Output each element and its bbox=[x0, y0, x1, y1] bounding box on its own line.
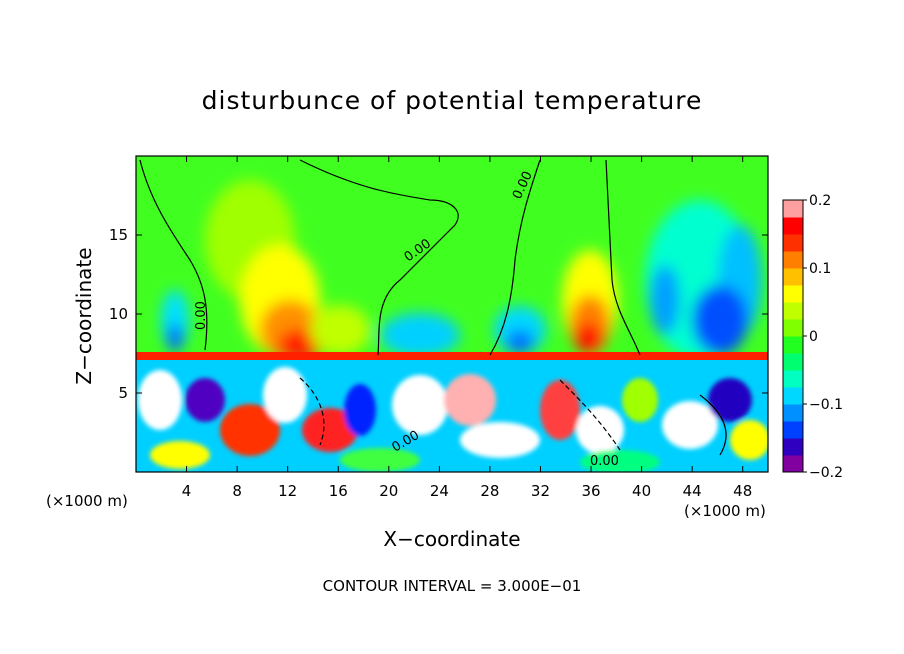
contour-lines bbox=[139, 159, 727, 456]
colorbar-tick-label: −0.2 bbox=[809, 465, 843, 481]
heatmap-field bbox=[136, 156, 768, 472]
colorbar-swatch bbox=[783, 234, 803, 252]
y-axis: 5 10 15 bbox=[109, 226, 768, 402]
contour-interval-note: CONTOUR INTERVAL = 3.000E−01 bbox=[322, 577, 582, 595]
x-tick-label: 20 bbox=[379, 482, 398, 500]
colorbar-swatch bbox=[783, 353, 803, 371]
colorbar-swatch bbox=[783, 319, 803, 337]
colorbar-swatch bbox=[783, 336, 803, 354]
colorbar-swatch bbox=[783, 421, 803, 439]
x-axis-label: X−coordinate bbox=[383, 527, 521, 551]
x-tick-label: 16 bbox=[329, 482, 348, 500]
colorbar-swatch bbox=[783, 455, 803, 473]
x-tick-label: 40 bbox=[632, 482, 651, 500]
x-tick-label: 48 bbox=[733, 482, 752, 500]
colorbar-tick-label: −0.1 bbox=[809, 397, 843, 413]
lower-turbulence bbox=[138, 367, 768, 472]
upper-plumes bbox=[161, 180, 762, 361]
colorbar-tick-label: 0 bbox=[809, 329, 818, 345]
y-tick-label: 10 bbox=[109, 305, 128, 323]
x-unit-label-left: (×1000 m) bbox=[46, 492, 128, 510]
colorbar: 0.2 0.1 0 −0.1 −0.2 bbox=[782, 193, 843, 481]
contour-label: 0.00 bbox=[590, 454, 619, 469]
colorbar-swatch bbox=[783, 200, 803, 218]
x-tick-label: 36 bbox=[581, 482, 600, 500]
x-tick-label: 24 bbox=[430, 482, 449, 500]
x-tick-label: 12 bbox=[278, 482, 297, 500]
colorbar-swatch bbox=[783, 251, 803, 269]
x-tick-label: 32 bbox=[531, 482, 550, 500]
colorbar-swatch bbox=[783, 302, 803, 320]
colorbar-swatch bbox=[783, 217, 803, 235]
colorbar-swatch bbox=[783, 370, 803, 388]
x-axis: 4 8 12 16 20 24 28 32 36 40 44 48 bbox=[182, 156, 752, 500]
contour-label: 0.00 bbox=[194, 301, 209, 330]
x-unit-label-right: (×1000 m) bbox=[684, 502, 766, 520]
colorbar-swatch bbox=[783, 387, 803, 405]
colorbar-swatch bbox=[783, 438, 803, 456]
colorbar-tick-label: 0.1 bbox=[809, 261, 831, 277]
x-tick-label: 8 bbox=[232, 482, 242, 500]
y-tick-label: 15 bbox=[109, 226, 128, 244]
x-tick-label: 4 bbox=[182, 482, 192, 500]
chart-title: disturbunce of potential temperature bbox=[201, 86, 703, 115]
x-tick-label: 28 bbox=[480, 482, 499, 500]
y-tick-label: 5 bbox=[118, 384, 128, 402]
colorbar-tick-label: 0.2 bbox=[809, 193, 831, 209]
colorbar-swatch bbox=[783, 285, 803, 303]
colorbar-swatch bbox=[783, 268, 803, 286]
colorbar-swatch bbox=[783, 404, 803, 422]
x-tick-label: 44 bbox=[683, 482, 702, 500]
